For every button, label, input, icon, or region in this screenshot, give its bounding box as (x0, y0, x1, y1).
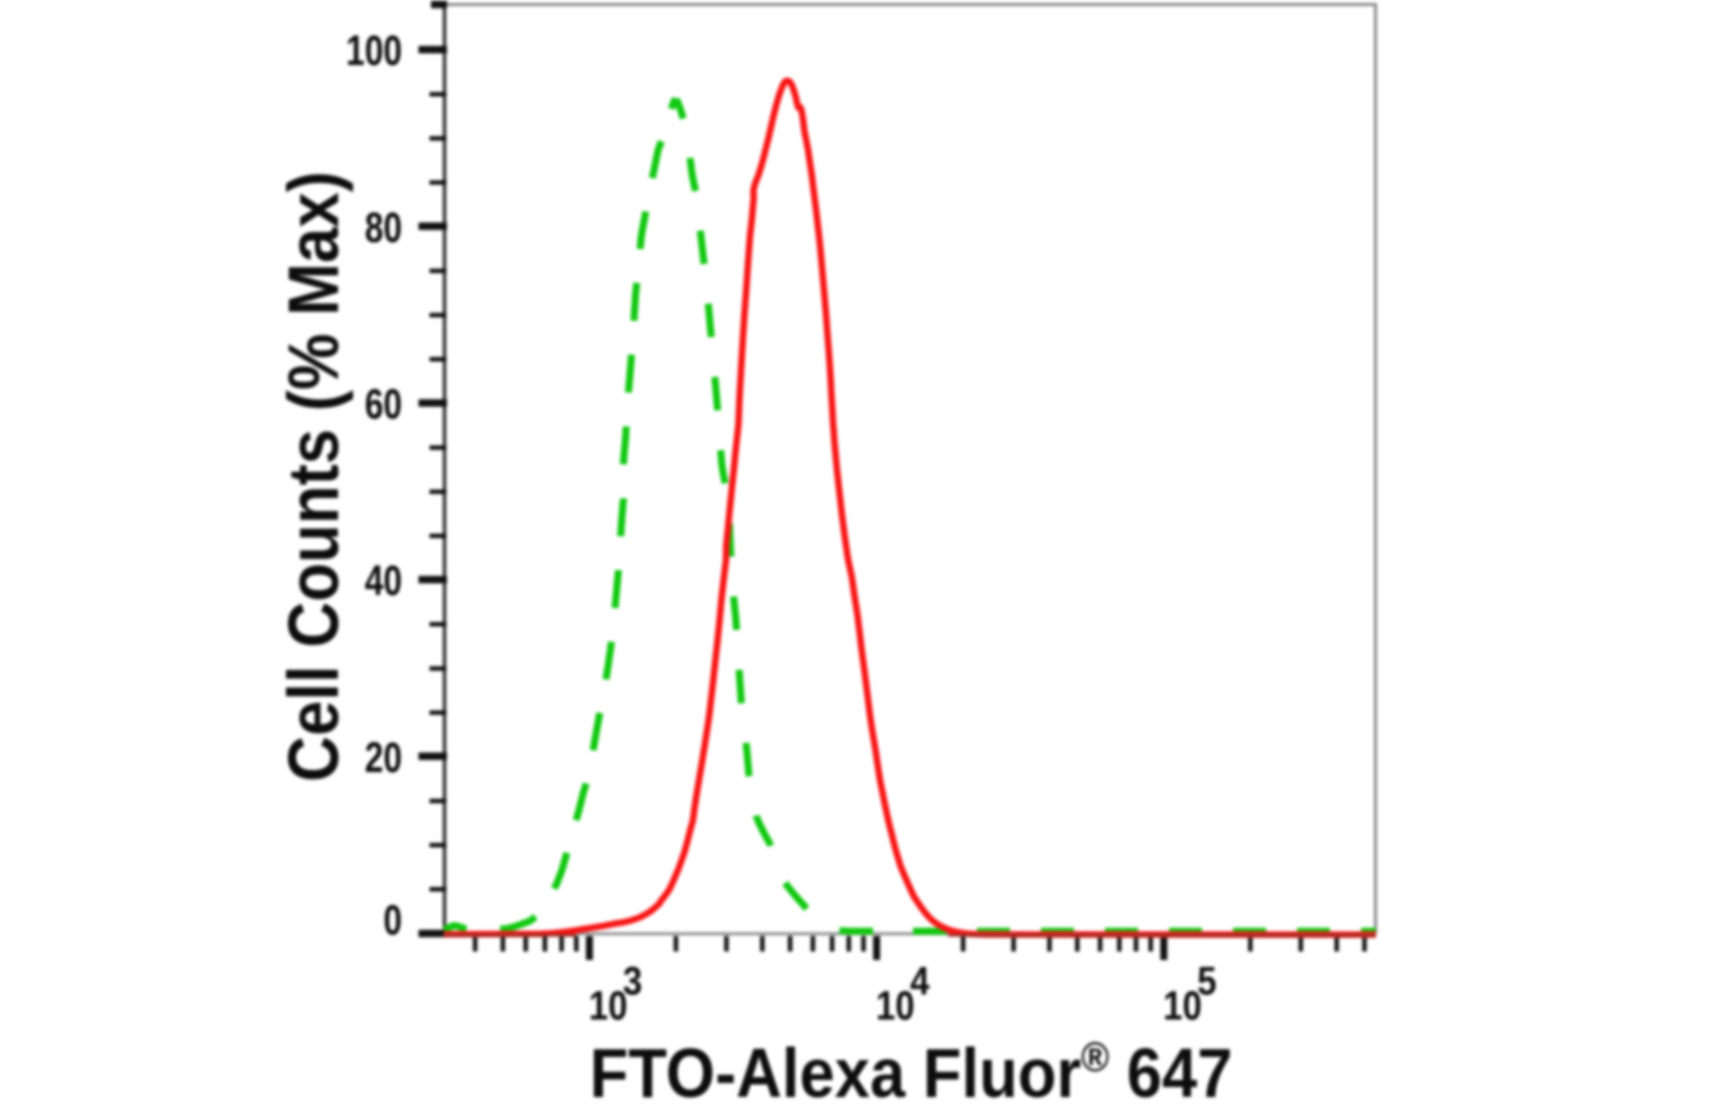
svg-text:5: 5 (1197, 958, 1216, 1003)
svg-text:100: 100 (346, 27, 402, 75)
svg-text:3: 3 (623, 958, 642, 1003)
svg-text:40: 40 (365, 557, 402, 605)
svg-text:20: 20 (365, 734, 402, 782)
svg-text:Cell Counts (% Max): Cell Counts (% Max) (275, 171, 354, 782)
svg-text:0: 0 (383, 897, 402, 945)
svg-text:60: 60 (365, 381, 402, 429)
svg-text:80: 80 (365, 204, 402, 252)
svg-text:10: 10 (876, 984, 915, 1029)
svg-text:4: 4 (910, 958, 929, 1003)
svg-text:10: 10 (1163, 984, 1202, 1029)
svg-text:10: 10 (589, 984, 628, 1029)
svg-text:FTO-Alexa Fluor® 647: FTO-Alexa Fluor® 647 (590, 1034, 1233, 1112)
